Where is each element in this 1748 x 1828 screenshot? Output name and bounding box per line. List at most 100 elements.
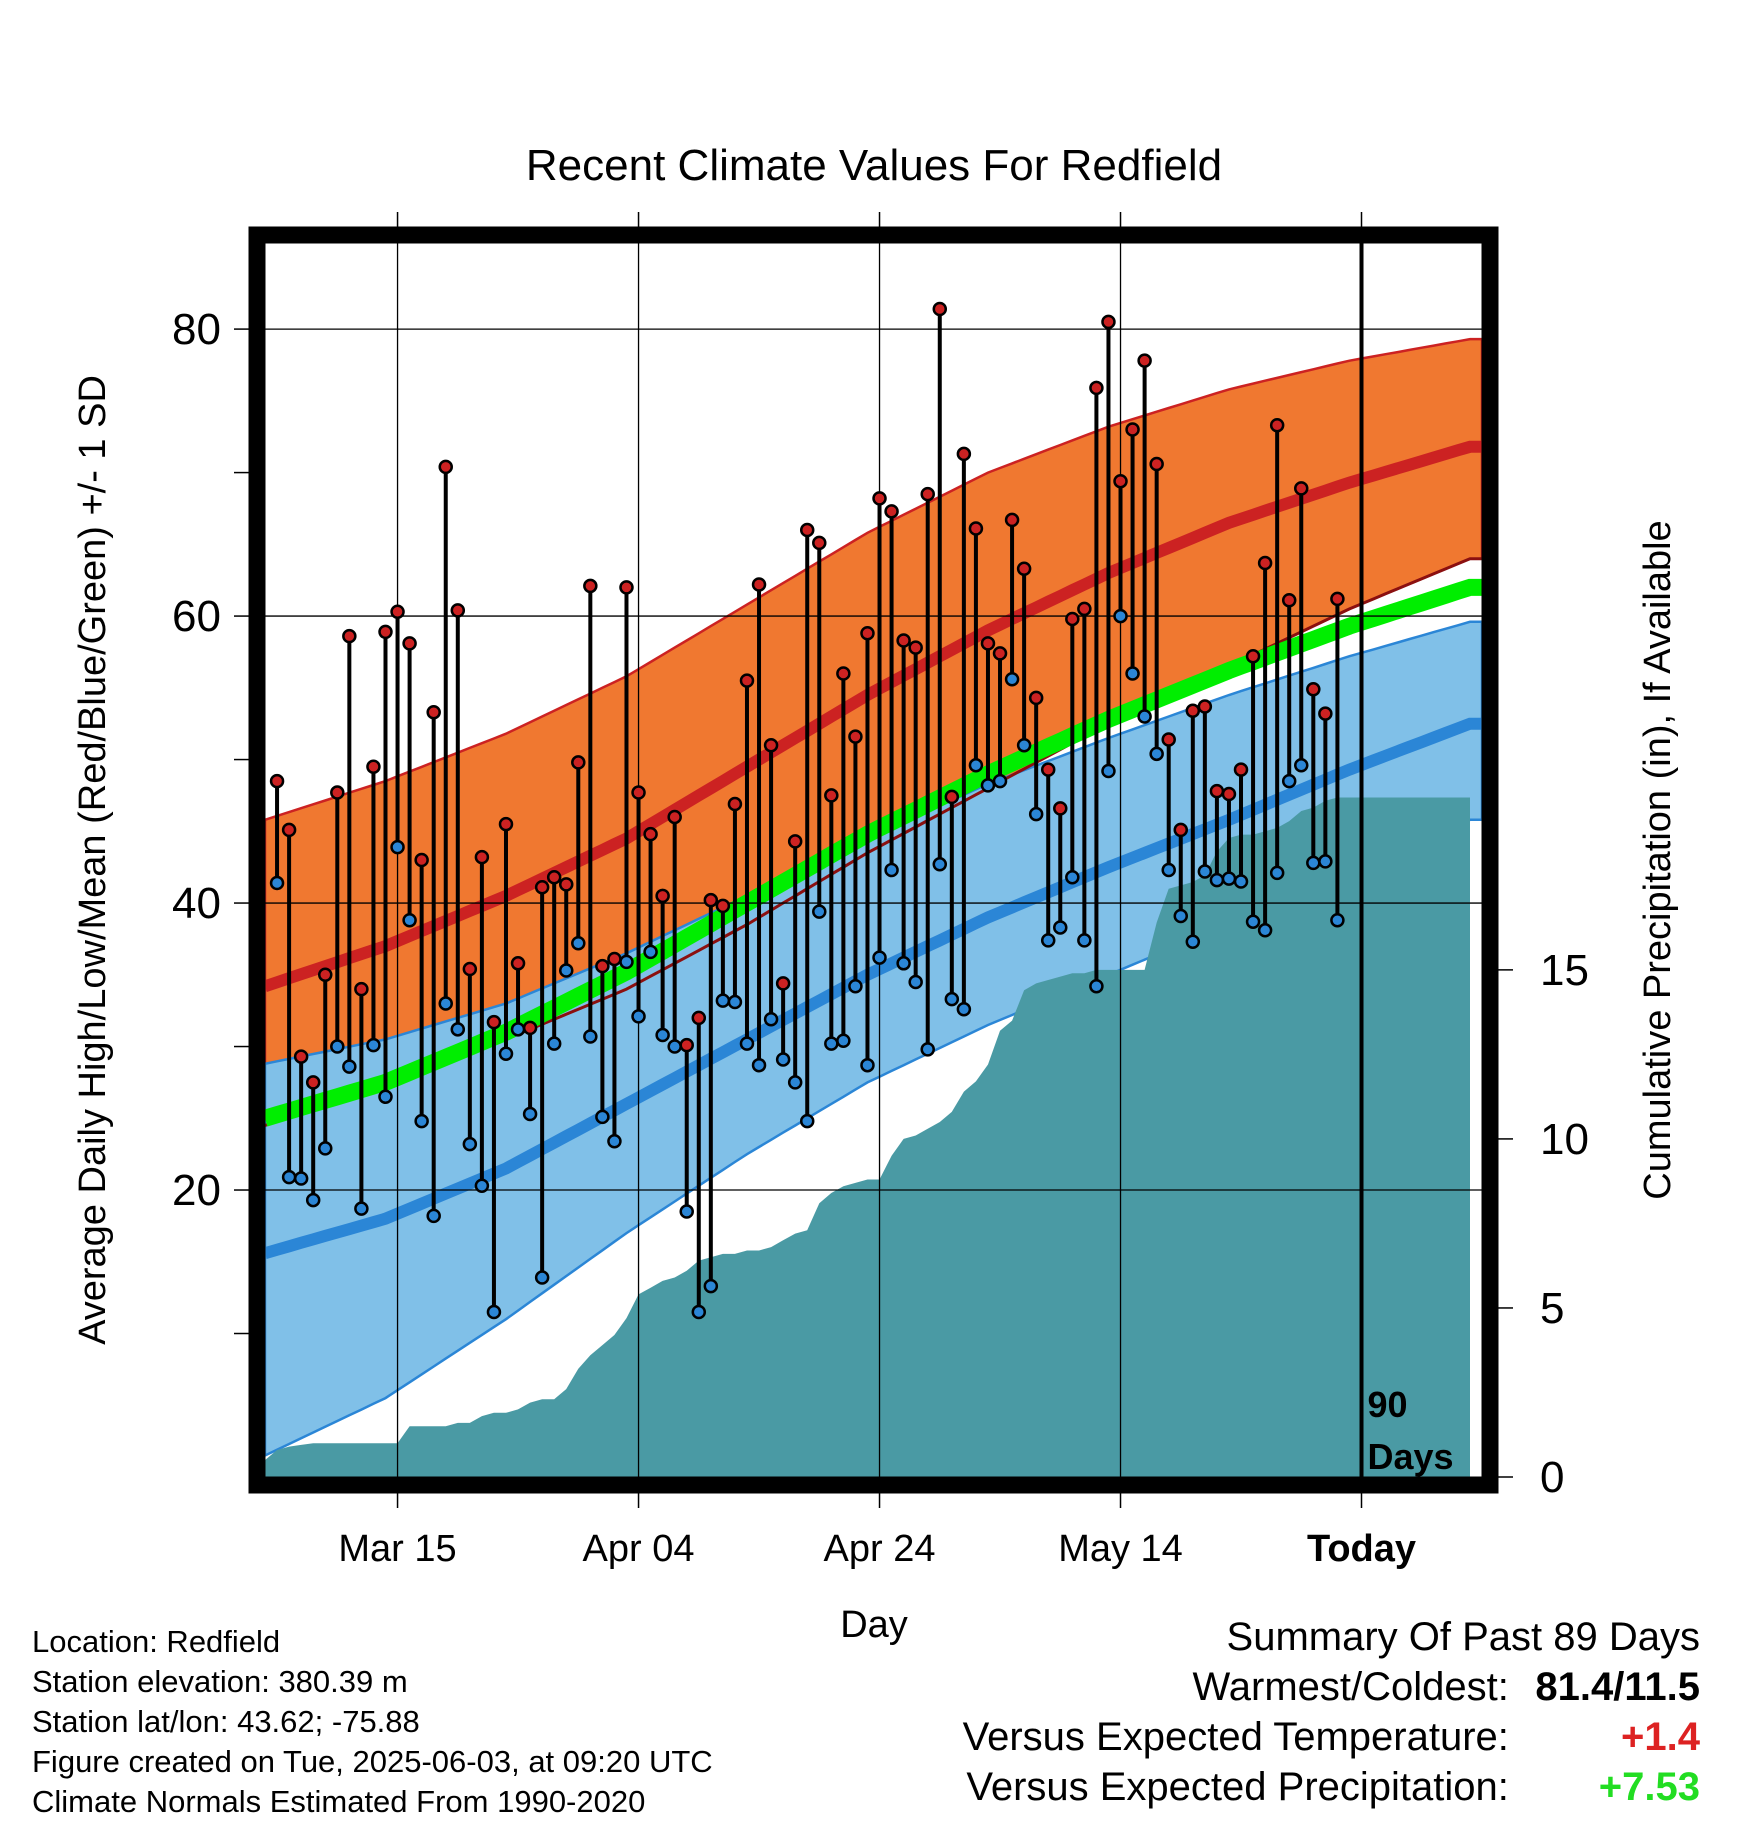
chart-title: Recent Climate Values For Redfield [526, 141, 1222, 190]
low-point [860, 1057, 875, 1073]
high-point [896, 633, 911, 648]
low-point [1101, 763, 1116, 779]
high-point [378, 624, 393, 640]
low-point [884, 862, 899, 878]
created-text: Figure created on Tue, 2025-06-03, at 09… [32, 1744, 713, 1779]
high-point [414, 852, 429, 868]
high-point [872, 491, 887, 506]
high-point [354, 981, 369, 997]
low-point [1125, 666, 1140, 681]
high-point [607, 951, 622, 967]
low-point [293, 1171, 309, 1186]
high-point [486, 1014, 502, 1030]
low-point [498, 1046, 514, 1061]
plot-area: 20 40 60 80 Mar 15 Apr 04 Apr 24 May 14 Today 0 5 1… [172, 212, 1589, 1570]
station-info: Location: Redfield Station elevation: 38… [32, 1622, 713, 1822]
high-point [305, 1075, 321, 1090]
low-normal-line [265, 717, 1482, 1259]
high-point [884, 504, 899, 519]
high-point [510, 956, 526, 971]
high-point [643, 826, 658, 842]
low-point [402, 913, 417, 928]
low-point [715, 993, 731, 1008]
high-point [1149, 456, 1164, 472]
summary-title: Summary Of Past 89 Days [1226, 1615, 1700, 1659]
high-point [1245, 648, 1261, 664]
precip-anomaly-value: +7.53 [1598, 1765, 1700, 1809]
high-point [1113, 473, 1128, 489]
high-point [1065, 611, 1080, 627]
low-point [486, 1304, 502, 1320]
low-point [1028, 806, 1044, 822]
high-point [1137, 353, 1152, 368]
low-point [619, 954, 634, 970]
high-point [462, 961, 478, 977]
low-point [1185, 934, 1201, 950]
high-point [631, 785, 646, 800]
low-point [691, 1304, 707, 1320]
low-point [932, 857, 948, 872]
high-point [269, 773, 285, 789]
high-point [968, 521, 984, 536]
low-point [1281, 773, 1297, 789]
precip-anomaly-row: Versus Expected Precipitation: +7.53 [963, 1762, 1700, 1812]
low-point [342, 1059, 357, 1074]
latlon-text: Station lat/lon: 43.62; -75.88 [32, 1704, 420, 1739]
high-point [1269, 417, 1285, 433]
high-point [1221, 786, 1237, 802]
low-point [546, 1036, 562, 1051]
high-point [787, 834, 803, 849]
high-point [1233, 762, 1249, 777]
y-tick-label: 20 [172, 1166, 221, 1215]
low-point [787, 1075, 803, 1090]
low-point [1065, 869, 1080, 885]
x-axis-label: Day [840, 1604, 908, 1646]
high-point [932, 301, 948, 317]
low-point [1221, 871, 1237, 886]
low-point [474, 1178, 490, 1193]
high-point [534, 880, 550, 895]
low-point [1004, 671, 1020, 687]
warm-cold-value: 81.4/11.5 [1535, 1665, 1700, 1709]
low-point [1233, 874, 1249, 889]
high-point [1306, 681, 1321, 697]
low-point [944, 991, 960, 1007]
low-point [896, 956, 911, 971]
low-point [1197, 864, 1213, 879]
high-point [775, 976, 791, 991]
high-point [799, 522, 815, 538]
low-point [631, 1009, 646, 1024]
y2-tick-label: 0 [1540, 1453, 1564, 1502]
high-point [438, 459, 453, 475]
low-point [872, 950, 887, 965]
high-point [763, 737, 779, 753]
precip-anomaly-label: Versus Expected Precipitation: [966, 1765, 1509, 1809]
low-point [317, 1141, 333, 1156]
low-point [667, 1039, 682, 1054]
low-point [679, 1204, 694, 1219]
low-point [1113, 608, 1128, 624]
low-point [824, 1036, 839, 1051]
low-point [1089, 979, 1104, 994]
y2-tick-label: 10 [1540, 1115, 1589, 1164]
low-point [462, 1136, 478, 1152]
low-point [1173, 908, 1189, 924]
high-point [920, 486, 935, 502]
high-point [667, 809, 682, 825]
high-point [1089, 380, 1104, 396]
today-annotation: Days [1368, 1436, 1454, 1477]
high-point [860, 626, 875, 641]
low-point [438, 996, 453, 1011]
high-point [1257, 555, 1273, 571]
high-point [992, 646, 1008, 661]
low-point [269, 875, 285, 891]
high-point [1077, 601, 1092, 617]
x-tick-label: Mar 15 [338, 1528, 456, 1570]
plot-frame [248, 226, 1499, 1494]
high-point [317, 967, 333, 983]
low-point [571, 935, 586, 951]
high-point [281, 822, 297, 838]
high-point [522, 1020, 538, 1036]
low-point [305, 1192, 321, 1208]
low-point [534, 1270, 550, 1285]
